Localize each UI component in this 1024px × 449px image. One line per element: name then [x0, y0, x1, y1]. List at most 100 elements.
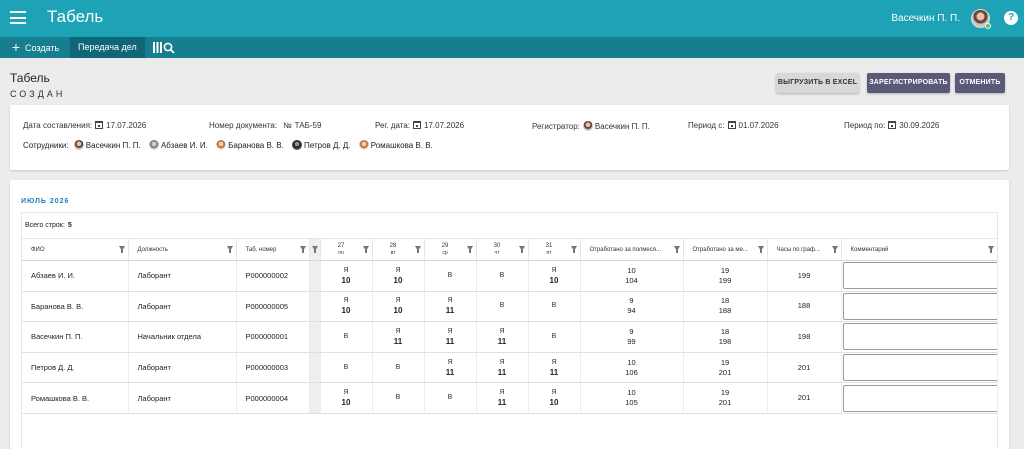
cell-day[interactable]: Я 10 [320, 382, 373, 414]
comment-input[interactable] [842, 354, 996, 382]
month-title: ИЮЛЬ 2026 [21, 198, 70, 205]
column-header-day[interactable]: 27 пн [320, 238, 373, 261]
column-header-half-month[interactable]: Отработано за полмеся... [580, 238, 684, 261]
cell-day[interactable]: В [528, 321, 581, 353]
cell-day[interactable]: В [424, 382, 477, 414]
avatar [148, 140, 159, 150]
cell-fio[interactable]: Васечкин П. П. [22, 321, 129, 353]
cell-day[interactable]: Я 11 [476, 321, 529, 353]
filter-icon[interactable] [362, 246, 369, 253]
filter-icon[interactable] [299, 246, 306, 253]
filter-icon[interactable] [466, 246, 473, 253]
cell-day[interactable]: Я 10 [528, 382, 581, 414]
registrar-value[interactable]: Васечкин П. П. [594, 122, 650, 131]
cell-day[interactable]: В [320, 352, 373, 384]
employee-chip[interactable]: Ромашкова В. В. [356, 140, 433, 150]
cell-day[interactable]: Я 11 [528, 352, 581, 384]
column-header-schedule[interactable]: Часы по граф... [767, 238, 842, 261]
employee-chip[interactable]: Васечкин П. П. [71, 140, 141, 150]
cell-day[interactable]: Я 11 [424, 321, 477, 353]
register-button[interactable]: ЗАРЕГИСТРИРОВАТЬ [867, 73, 950, 93]
export-excel-button[interactable]: ВЫГРУЗИТЬ В EXCEL [776, 73, 859, 93]
cell-day[interactable]: Я 10 [320, 291, 373, 323]
filter-icon[interactable] [414, 246, 421, 253]
cell-fio[interactable]: Абзаев И. И. [22, 260, 129, 292]
cell-half-month: 10 104 [580, 260, 684, 292]
cell-day[interactable]: Я 10 [372, 291, 425, 323]
column-header-day[interactable]: 30 чт [476, 238, 529, 261]
cell-day[interactable]: В [424, 260, 477, 292]
menu-icon[interactable] [10, 11, 26, 24]
column-header-group[interactable] [309, 238, 321, 261]
filter-icon[interactable] [226, 246, 233, 253]
cell-day[interactable]: В [476, 291, 529, 323]
cell-day[interactable]: В [372, 352, 425, 384]
column-header-fio[interactable]: ФИО [22, 238, 129, 261]
period-from-value: 01.07.2026 [738, 121, 779, 130]
comment-input[interactable] [842, 292, 996, 320]
filter-icon[interactable] [757, 246, 764, 253]
comment-input[interactable] [842, 262, 996, 290]
help-icon[interactable]: ? [1004, 11, 1018, 25]
cell-tabnum: P000000004 [236, 382, 310, 414]
app-title: Табель [47, 7, 104, 26]
cell-day[interactable]: Я 11 [424, 291, 477, 323]
filter-icon[interactable] [831, 246, 838, 253]
table-row[interactable]: Ромашкова В. В. Лаборант P000000004 Я 10 В В Я 1… [22, 382, 998, 414]
table-row[interactable]: Абзаев И. И. Лаборант P000000002 Я 10 Я 10 В В Я 1… [22, 260, 998, 292]
filter-icon[interactable] [987, 246, 994, 253]
transfer-button[interactable]: Передача дел [70, 37, 145, 58]
employee-chip[interactable]: Абзаев И. И. [146, 140, 208, 150]
column-header-month[interactable]: Отработано за ме... [683, 238, 768, 261]
comment-input[interactable] [842, 323, 996, 351]
cell-day[interactable]: Я 11 [424, 352, 477, 384]
table-row[interactable]: Васечкин П. П. Начальник отдела P000000001… [22, 321, 998, 353]
cell-day[interactable]: В [476, 260, 529, 292]
user-name[interactable]: Васечкин П. П. [891, 13, 960, 24]
cell-fio[interactable]: Ромашкова В. В. [22, 382, 129, 414]
cell-day[interactable]: Я 11 [372, 321, 425, 353]
column-header-position[interactable]: Должность [128, 238, 237, 261]
column-header-day[interactable]: 31 пт [528, 238, 581, 261]
toolbar: + Создать Передача дел [0, 37, 1024, 58]
cell-comment [841, 352, 998, 384]
cell-month: 19 201 [683, 382, 768, 414]
create-button[interactable]: + Создать [10, 37, 59, 58]
comment-input[interactable] [842, 384, 996, 412]
column-header-tabnum[interactable]: Таб. номер [236, 238, 310, 261]
cell-schedule-hours: 188 [767, 291, 842, 323]
calendar-icon [888, 121, 897, 129]
cell-fio[interactable]: Петров Д. Д. [22, 352, 129, 384]
cell-day[interactable]: Я 10 [320, 260, 373, 292]
cell-day[interactable]: Я 10 [528, 260, 581, 292]
avatar [73, 140, 84, 150]
online-status-icon [985, 23, 991, 29]
registration-date-label: Рег. дата: [375, 121, 411, 130]
column-header-day[interactable]: 29 ср [424, 238, 477, 261]
filter-icon[interactable] [570, 246, 577, 253]
cell-day[interactable]: В [320, 321, 373, 353]
filter-icon[interactable] [118, 246, 125, 253]
cell-day[interactable]: В [372, 382, 425, 414]
cell-schedule-hours: 198 [767, 321, 842, 353]
timesheet-table: ФИО Должность Таб. номер 27 пн 28 вт 29 ср … [22, 238, 998, 414]
column-header-comment[interactable]: Комментарий [841, 238, 998, 261]
cancel-button[interactable]: ОТМЕНИТЬ [955, 73, 1005, 93]
employee-chip[interactable]: Баранова В. В. [213, 140, 284, 150]
employee-chip[interactable]: Петров Д. Д. [289, 140, 351, 150]
table-row[interactable]: Петров Д. Д. Лаборант P000000003 В В Я 11 Я 11 Я 1… [22, 352, 998, 384]
cell-day[interactable]: Я 11 [476, 382, 529, 414]
column-header-day[interactable]: 28 вт [372, 238, 425, 261]
document-status: СОЗДАН [10, 89, 66, 99]
table-row[interactable]: Баранова В. В. Лаборант P000000005 Я 10 Я 10 Я 1… [22, 291, 998, 323]
filter-icon[interactable] [311, 246, 318, 253]
cell-day[interactable]: Я 11 [476, 352, 529, 384]
filter-icon[interactable] [673, 246, 680, 253]
document-number-field: Номер документа: № ТАБ-59 [209, 121, 321, 130]
cell-day[interactable]: В [528, 291, 581, 323]
cell-day[interactable]: Я 10 [372, 260, 425, 292]
cell-fio[interactable]: Баранова В. В. [22, 291, 129, 323]
library-search-icon[interactable] [153, 41, 175, 54]
employees-label: Сотрудники: [23, 141, 69, 150]
filter-icon[interactable] [518, 246, 525, 253]
